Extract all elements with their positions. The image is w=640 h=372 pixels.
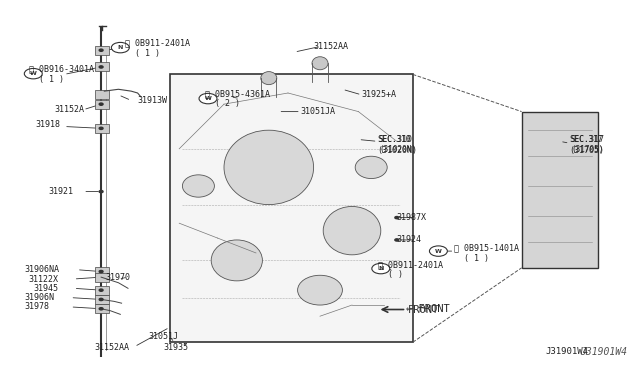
Text: SEC.310
(31020N): SEC.310 (31020N): [379, 135, 416, 154]
Circle shape: [376, 269, 380, 271]
Circle shape: [99, 66, 103, 68]
Text: FRONT: FRONT: [408, 305, 440, 314]
Text: SEC.310
(31020N): SEC.310 (31020N): [378, 135, 417, 155]
Circle shape: [99, 308, 103, 310]
Text: 31945: 31945: [33, 284, 58, 293]
Bar: [95, 90, 109, 99]
Text: 31152AA: 31152AA: [314, 42, 349, 51]
Circle shape: [99, 127, 103, 129]
Bar: [95, 267, 109, 276]
Ellipse shape: [211, 240, 262, 281]
Text: SEC.317
(31705): SEC.317 (31705): [570, 135, 605, 155]
Circle shape: [24, 68, 42, 79]
Bar: [95, 295, 109, 304]
Text: 31051JA: 31051JA: [301, 107, 336, 116]
Ellipse shape: [224, 130, 314, 205]
Text: 31970: 31970: [106, 273, 131, 282]
Circle shape: [99, 298, 103, 301]
Ellipse shape: [312, 57, 328, 70]
Text: 31122X: 31122X: [29, 275, 59, 283]
Bar: [522, 112, 598, 268]
Ellipse shape: [355, 156, 387, 179]
Text: 31924: 31924: [397, 235, 422, 244]
Bar: [95, 124, 109, 133]
Text: ⇐ FRONT: ⇐ FRONT: [406, 304, 450, 314]
Circle shape: [372, 263, 390, 274]
Ellipse shape: [261, 71, 277, 84]
Text: J31901W4: J31901W4: [580, 347, 627, 357]
Bar: [95, 46, 109, 55]
Circle shape: [99, 289, 103, 291]
Circle shape: [395, 217, 399, 219]
Text: 31906N: 31906N: [24, 293, 54, 302]
Ellipse shape: [323, 206, 381, 255]
Circle shape: [99, 103, 103, 105]
Text: N: N: [118, 45, 123, 50]
Text: 31935: 31935: [163, 343, 189, 352]
Text: W: W: [205, 96, 211, 101]
Text: W: W: [435, 248, 442, 254]
Text: 31978: 31978: [24, 302, 49, 311]
Text: 31051J: 31051J: [148, 332, 178, 341]
Circle shape: [429, 246, 447, 256]
Text: ⓘ 0B915-4361A
  ( 2 ): ⓘ 0B915-4361A ( 2 ): [205, 89, 270, 108]
Bar: [95, 286, 109, 295]
Text: 31921: 31921: [48, 187, 73, 196]
Ellipse shape: [182, 175, 214, 197]
Text: 31913W: 31913W: [138, 96, 168, 105]
Text: J31901W4: J31901W4: [546, 347, 589, 356]
Text: W: W: [30, 71, 36, 76]
Text: ⓔ 0B911-2401A
  ( ): ⓔ 0B911-2401A ( ): [378, 260, 443, 279]
Text: 31918: 31918: [35, 120, 60, 129]
Circle shape: [99, 270, 103, 273]
Bar: [95, 100, 109, 109]
Bar: [95, 273, 109, 282]
Circle shape: [99, 190, 103, 193]
Circle shape: [99, 49, 103, 51]
Text: 31906NA: 31906NA: [24, 265, 60, 274]
Text: SEC.317
(31705): SEC.317 (31705): [571, 135, 604, 154]
Bar: [95, 62, 109, 71]
Text: 31152AA: 31152AA: [95, 343, 129, 352]
Text: N: N: [378, 266, 383, 271]
Text: 31987X: 31987X: [397, 213, 427, 222]
Bar: [170, 74, 413, 342]
Circle shape: [440, 250, 444, 252]
Text: ⓘ 0B915-1401A
  ( 1 ): ⓘ 0B915-1401A ( 1 ): [454, 243, 520, 263]
Text: ⓘ 0B916-3401A
  ( 1 ): ⓘ 0B916-3401A ( 1 ): [29, 65, 94, 84]
Circle shape: [199, 93, 217, 104]
Text: ⓘ 0B911-2401A
  ( 1 ): ⓘ 0B911-2401A ( 1 ): [125, 39, 190, 58]
Circle shape: [111, 42, 129, 53]
Bar: [95, 304, 109, 313]
Text: 31925+A: 31925+A: [362, 90, 397, 99]
Ellipse shape: [298, 275, 342, 305]
Text: 31152A: 31152A: [54, 105, 84, 114]
Circle shape: [395, 239, 399, 241]
